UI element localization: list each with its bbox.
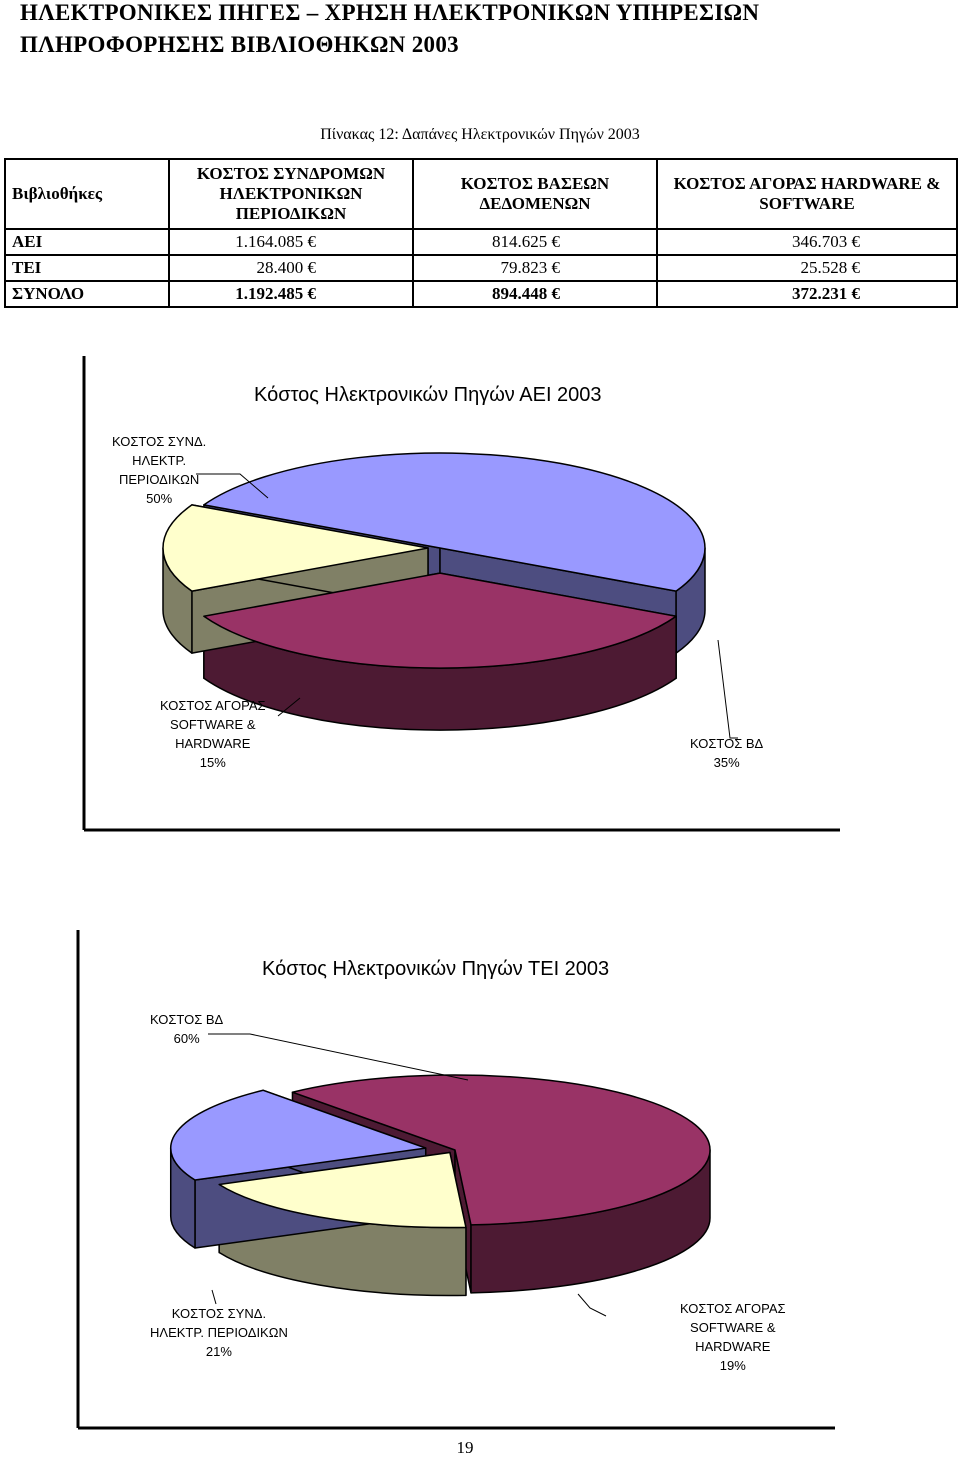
chart-title-aei: Κόστος Ηλεκτρονικών Πηγών ΑΕΙ 2003 [254, 384, 602, 406]
page-title-line-1: ΗΛΕΚΤΡΟΝΙΚΕΣ ΠΗΓΕΣ – ΧΡΗΣΗ ΗΛΕΚΤΡΟΝΙΚΩΝ … [20, 0, 760, 25]
tei-slice-1 [218, 1151, 467, 1229]
aei-slice-2 [162, 504, 429, 592]
page-number: 19 [456, 1438, 474, 1457]
cell-journals: 1.164.085 € [168, 228, 414, 256]
aei-slice-0 [203, 452, 706, 592]
page-title-line-2: ΠΛΗΡΟΦΟΡΗΣΗΣ ΒΙΒΛΙΟΘΗΚΩΝ 2003 [20, 32, 459, 57]
slice-label-line: ΚΟΣΤΟΣ ΒΔ [690, 736, 764, 751]
tei-leader-2 [211, 1289, 217, 1305]
cell-databases: 79.823 € [412, 254, 658, 282]
slice-label-line: ΚΟΣΤΟΣ ΣΥΝΔ. [171, 1306, 267, 1321]
slice-label-line: ΗΛΕΚΤΡ. [132, 453, 187, 468]
tei-leader-1 [577, 1293, 607, 1317]
slice-label-line: ΚΟΣΤΟΣ ΑΓΟΡΑΣ [680, 1301, 786, 1316]
slice-label-aei-0: ΚΟΣΤΟΣ ΣΥΝΔ. ΗΛΕΚΤΡ. ΠΕΡΙΟΔΙΚΩΝ 50% [112, 432, 206, 508]
slice-label-line: ΗΛΕΚΤΡ. ΠΕΡΙΟΔΙΚΩΝ [150, 1325, 288, 1340]
tei-leader-0 [208, 1033, 469, 1081]
slice-label-aei-2: ΚΟΣΤΟΣ ΑΓΟΡΑΣ SOFTWARE & HARDWARE 15% [160, 696, 266, 772]
cell-databases: 894.448 € [412, 280, 658, 308]
slice-label-line: 50% [146, 491, 173, 506]
aei-leader-2 [717, 639, 738, 739]
table-row: ΤΕΙ 28.400 € 79.823 € 25.528 € [4, 254, 958, 282]
slice-label-line: HARDWARE [695, 1339, 771, 1354]
aei-slice-1 [203, 572, 677, 669]
table-caption: Πίνακας 12: Δαπάνες Ηλεκτρονικών Πηγών 2… [320, 126, 640, 143]
slice-label-aei-1: ΚΟΣΤΟΣ ΒΔ 35% [690, 734, 763, 772]
row-label: ΣΥΝΟΛΟ [4, 280, 170, 308]
table-row-total: ΣΥΝΟΛΟ 1.192.485 € 894.448 € 372.231 € [4, 280, 958, 308]
tei-slice-0 [291, 1074, 711, 1226]
table-header-row: Βιβλιοθήκες ΚΟΣΤΟΣ ΣΥΝΔΡΟΜΩΝ ΗΛΕΚΤΡΟΝΙΚΩ… [4, 158, 958, 230]
slice-label-line: 19% [719, 1358, 746, 1373]
slice-label-line: 35% [713, 755, 740, 770]
cell-hardware: 372.231 € [656, 280, 958, 308]
costs-table: Βιβλιοθήκες ΚΟΣΤΟΣ ΣΥΝΔΡΟΜΩΝ ΗΛΕΚΤΡΟΝΙΚΩ… [4, 158, 958, 308]
header-databases-cost: ΚΟΣΤΟΣ ΒΑΣΕΩΝ ΔΕΔΟΜΕΝΩΝ [412, 158, 658, 230]
cell-journals: 1.192.485 € [168, 280, 414, 308]
tei-slice-2 [170, 1089, 427, 1181]
cell-journals: 28.400 € [168, 254, 414, 282]
slice-label-tei-1: ΚΟΣΤΟΣ ΑΓΟΡΑΣ SOFTWARE & HARDWARE 19% [680, 1299, 786, 1375]
slice-label-line: ΚΟΣΤΟΣ ΑΓΟΡΑΣ [160, 698, 266, 713]
slice-label-tei-0: ΚΟΣΤΟΣ ΒΔ 60% [150, 1010, 223, 1048]
header-hardware-cost: ΚΟΣΤΟΣ ΑΓΟΡΑΣ HARDWARE & SOFTWARE [656, 158, 958, 230]
slice-label-line: SOFTWARE & [170, 717, 256, 732]
chart-title-tei: Κόστος Ηλεκτρονικών Πηγών ΤΕΙ 2003 [262, 958, 610, 980]
slice-label-line: ΠΕΡΙΟΔΙΚΩΝ [119, 472, 200, 487]
tei-tops [170, 1074, 711, 1229]
header-libraries: Βιβλιοθήκες [4, 158, 170, 230]
slice-label-line: 60% [173, 1031, 200, 1046]
row-label: ΤΕΙ [4, 254, 170, 282]
slice-label-line: 21% [205, 1344, 232, 1359]
slice-label-tei-2: ΚΟΣΤΟΣ ΣΥΝΔ. ΗΛΕΚΤΡ. ΠΕΡΙΟΔΙΚΩΝ 21% [150, 1304, 288, 1361]
cell-databases: 814.625 € [412, 228, 658, 256]
aei-leader-0 [196, 473, 269, 499]
aei-tops [162, 452, 706, 669]
cell-hardware: 25.528 € [656, 254, 958, 282]
aei-leader-1 [277, 697, 301, 717]
row-label: ΑΕΙ [4, 228, 170, 256]
slice-label-line: ΚΟΣΤΟΣ ΒΔ [150, 1012, 224, 1027]
slice-label-line: HARDWARE [175, 736, 251, 751]
table-row: ΑΕΙ 1.164.085 € 814.625 € 346.703 € [4, 228, 958, 256]
cell-hardware: 346.703 € [656, 228, 958, 256]
slice-label-line: SOFTWARE & [690, 1320, 776, 1335]
header-journals-cost: ΚΟΣΤΟΣ ΣΥΝΔΡΟΜΩΝ ΗΛΕΚΤΡΟΝΙΚΩΝ ΠΕΡΙΟΔΙΚΩΝ [168, 158, 414, 230]
slice-label-line: ΚΟΣΤΟΣ ΣΥΝΔ. [112, 434, 207, 449]
slice-label-line: 15% [199, 755, 226, 770]
